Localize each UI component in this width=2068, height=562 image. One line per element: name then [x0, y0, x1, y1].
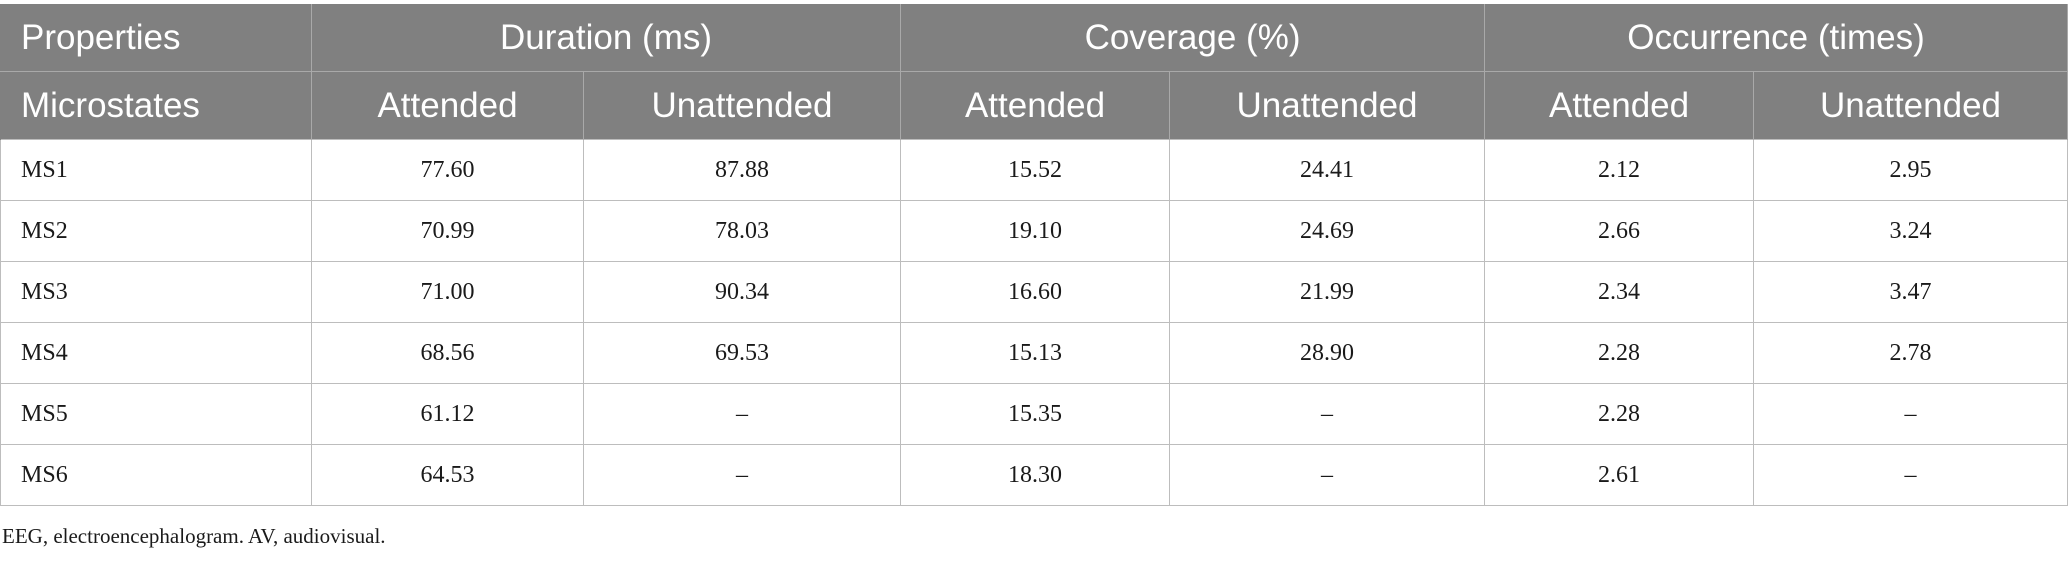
table-cell: 64.53 [311, 444, 584, 506]
table-cell: 15.35 [900, 383, 1171, 445]
table-cell: – [1169, 444, 1486, 506]
table-header: Properties Duration (ms) Coverage (%) Oc… [0, 4, 2068, 140]
header-duration-attended: Attended [311, 71, 584, 140]
table-cell: – [1753, 383, 2068, 445]
table-cell: 2.28 [1484, 383, 1755, 445]
table-row: MS1 77.60 87.88 15.52 24.41 2.12 2.95 [0, 139, 2068, 201]
header-coverage-attended: Attended [900, 71, 1171, 140]
header-row-conditions: Microstates Attended Unattended Attended… [0, 71, 2068, 140]
microstate-table-container: Properties Duration (ms) Coverage (%) Oc… [0, 4, 2068, 506]
table-cell: 15.52 [900, 139, 1171, 201]
table-row: MS6 64.53 – 18.30 – 2.61 – [0, 444, 2068, 506]
header-group-coverage: Coverage (%) [900, 4, 1486, 72]
table-cell: 2.66 [1484, 200, 1755, 262]
table-cell: 69.53 [582, 322, 902, 384]
table-cell: 2.78 [1753, 322, 2068, 384]
table-row: MS5 61.12 – 15.35 – 2.28 – [0, 383, 2068, 445]
table-cell: 87.88 [582, 139, 902, 201]
table-cell: 24.69 [1169, 200, 1486, 262]
header-coverage-unattended: Unattended [1169, 71, 1486, 140]
table-cell: 16.60 [900, 261, 1171, 323]
header-row-groups: Properties Duration (ms) Coverage (%) Oc… [0, 4, 2068, 72]
table-footnote: EEG, electroencephalogram. AV, audiovisu… [2, 524, 386, 548]
table-cell: 15.13 [900, 322, 1171, 384]
header-duration-unattended: Unattended [582, 71, 902, 140]
row-label: MS3 [0, 261, 312, 323]
table-row: MS3 71.00 90.34 16.60 21.99 2.34 3.47 [0, 261, 2068, 323]
table-cell: 78.03 [582, 200, 902, 262]
table-cell: – [582, 444, 902, 506]
row-label: MS6 [0, 444, 312, 506]
header-group-duration: Duration (ms) [310, 4, 902, 72]
row-label: MS4 [0, 322, 312, 384]
row-label: MS2 [0, 200, 312, 262]
table-cell: – [1753, 444, 2068, 506]
microstate-properties-table: Properties Duration (ms) Coverage (%) Oc… [0, 4, 2068, 506]
table-cell: 90.34 [582, 261, 902, 323]
header-properties: Properties [0, 4, 312, 72]
table-cell: 2.28 [1484, 322, 1755, 384]
table-cell: 21.99 [1169, 261, 1486, 323]
header-occurrence-attended: Attended [1484, 71, 1755, 140]
table-cell: 70.99 [311, 200, 584, 262]
table-cell: 24.41 [1169, 139, 1486, 201]
table-cell: 61.12 [311, 383, 584, 445]
header-microstates: Microstates [0, 71, 312, 140]
table-cell: 3.24 [1753, 200, 2068, 262]
table-cell: 71.00 [311, 261, 584, 323]
table-cell: 2.12 [1484, 139, 1755, 201]
table-cell: 2.34 [1484, 261, 1755, 323]
table-cell: 2.95 [1753, 139, 2068, 201]
row-label: MS1 [0, 139, 312, 201]
table-cell: – [582, 383, 902, 445]
header-occurrence-unattended: Unattended [1753, 71, 2068, 140]
table-cell: 3.47 [1753, 261, 2068, 323]
table-row: MS4 68.56 69.53 15.13 28.90 2.28 2.78 [0, 322, 2068, 384]
table-cell: 2.61 [1484, 444, 1755, 506]
table-cell: 18.30 [900, 444, 1171, 506]
table-cell: 68.56 [311, 322, 584, 384]
header-group-occurrence: Occurrence (times) [1484, 4, 2068, 72]
table-cell: – [1169, 383, 1486, 445]
table-row: MS2 70.99 78.03 19.10 24.69 2.66 3.24 [0, 200, 2068, 262]
row-label: MS5 [0, 383, 312, 445]
table-body: MS1 77.60 87.88 15.52 24.41 2.12 2.95 MS… [0, 139, 2068, 506]
table-cell: 28.90 [1169, 322, 1486, 384]
table-cell: 19.10 [900, 200, 1171, 262]
table-cell: 77.60 [311, 139, 584, 201]
